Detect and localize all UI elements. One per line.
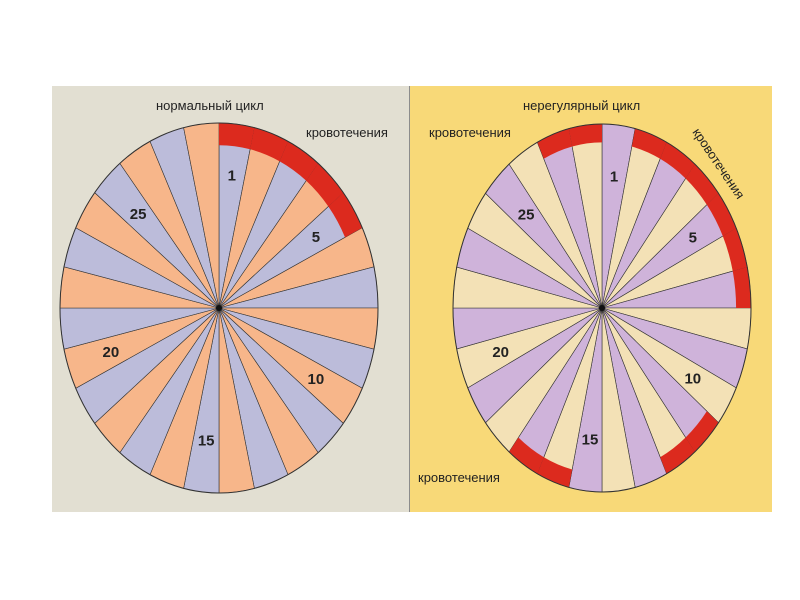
irregular-bleeding-label-top-left: кровотечения — [429, 125, 511, 140]
irregular-bleeding-day-11 — [685, 411, 719, 452]
normal-bleeding-day-2 — [250, 127, 288, 162]
irregular-bleeding-day-2 — [631, 128, 667, 159]
normal-cycle-title: нормальный цикл — [156, 98, 264, 113]
irregular-wheel-outline — [452, 123, 752, 493]
irregular-bleeding-label-bottom: кровотечения — [418, 470, 500, 485]
irregular-bleeding-day-16 — [537, 457, 573, 488]
normal-bleeding-day-1 — [219, 123, 255, 150]
irregular-day-label-10: 10 — [684, 371, 701, 388]
normal-bleeding-day-3 — [279, 141, 319, 181]
normal-day-label-1: 1 — [228, 168, 236, 185]
irregular-day-label-25: 25 — [518, 206, 535, 223]
normal-day-label-5: 5 — [312, 229, 320, 246]
irregular-day-label-5: 5 — [689, 230, 697, 247]
normal-bleeding-day-4 — [306, 163, 344, 207]
irregular-bleeding-day-12 — [660, 437, 695, 474]
figure: 1 5 10 15 20 25 1 5 10 15 20 25 нормальный цикл кр… — [52, 86, 772, 512]
irregular-wheel-center — [599, 305, 605, 311]
normal-day-label-25: 25 — [130, 206, 147, 223]
irregular-cycle-title: нерегулярный цикл — [523, 98, 640, 113]
normal-wheel-center — [216, 305, 222, 311]
irregular-bleeding-day-6 — [722, 228, 748, 272]
normal-day-label-20: 20 — [103, 344, 120, 361]
irregular-day-label-1: 1 — [610, 168, 618, 185]
normal-wheel-outline — [59, 122, 379, 494]
irregular-day-label-15: 15 — [582, 432, 599, 449]
irregular-bleeding-day-4 — [685, 164, 719, 205]
irregular-bleeding-day-3 — [660, 142, 695, 179]
panel-divider — [409, 86, 410, 512]
normal-day-label-15: 15 — [198, 432, 215, 449]
normal-bleeding-label: кровотечения — [306, 125, 388, 140]
irregular-bleeding-day-5 — [706, 193, 737, 237]
normal-day-label-10: 10 — [308, 371, 325, 388]
irregular-bleeding-day-27 — [537, 128, 573, 159]
irregular-bleeding-day-7 — [732, 267, 751, 308]
irregular-bleeding-day-28 — [568, 124, 602, 147]
normal-bleeding-day-5 — [328, 192, 363, 238]
irregular-day-label-20: 20 — [492, 344, 509, 361]
irregular-bleeding-day-17 — [509, 437, 544, 474]
